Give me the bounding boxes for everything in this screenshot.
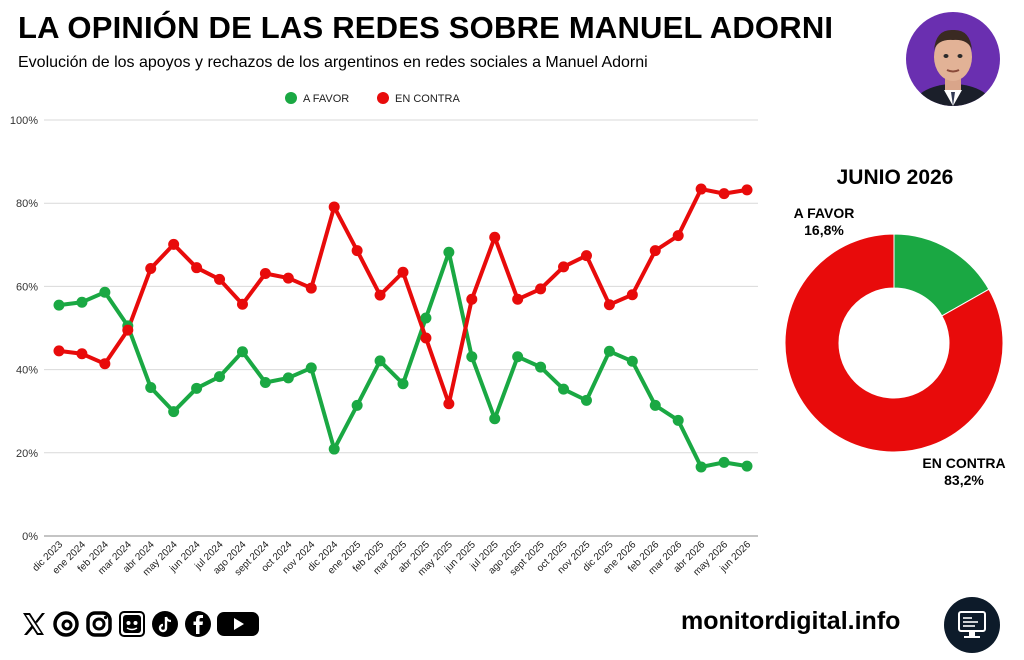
data-point xyxy=(626,355,638,367)
data-point xyxy=(603,345,615,357)
data-point xyxy=(374,355,386,367)
data-point xyxy=(328,443,340,455)
y-tick-label: 0% xyxy=(22,531,38,543)
data-point xyxy=(99,358,111,370)
data-point xyxy=(282,272,294,284)
data-point xyxy=(420,332,432,344)
data-point xyxy=(351,399,363,411)
data-point xyxy=(191,382,203,394)
data-point xyxy=(695,183,707,195)
y-tick-label: 40% xyxy=(16,365,38,377)
monitor-icon xyxy=(944,597,1000,653)
data-point xyxy=(672,414,684,426)
y-tick-label: 80% xyxy=(16,198,38,210)
legend-marker xyxy=(377,92,389,104)
donut-chart xyxy=(784,233,1004,453)
donut-slice xyxy=(784,233,1004,453)
bluesky-icon[interactable] xyxy=(117,609,146,638)
data-point xyxy=(168,238,180,250)
data-point xyxy=(741,460,753,472)
donut-label-contra-name: EN CONTRA xyxy=(922,455,1006,471)
y-tick-label: 100% xyxy=(10,115,38,127)
facebook-icon[interactable] xyxy=(183,609,212,638)
data-point xyxy=(99,286,111,298)
data-point xyxy=(53,299,65,311)
data-point xyxy=(466,293,478,305)
data-point xyxy=(236,346,248,358)
line-chart: 0%20%40%60%80%100% A FAVOR EN CONTRA dic … xyxy=(10,92,758,578)
data-point xyxy=(168,406,180,418)
data-point xyxy=(214,273,226,285)
data-point xyxy=(53,345,65,357)
data-point xyxy=(328,201,340,213)
data-point xyxy=(76,348,88,360)
data-point xyxy=(443,246,455,258)
data-point xyxy=(122,324,134,336)
series-line xyxy=(58,187,748,406)
donut-label-contra-value: 83,2% xyxy=(944,472,984,488)
data-point xyxy=(145,263,157,275)
data-point xyxy=(420,312,432,324)
donut-label-favor-value: 16,8% xyxy=(804,222,844,238)
data-point xyxy=(397,378,409,390)
legend-label: A FAVOR xyxy=(303,93,349,105)
data-point xyxy=(489,231,501,243)
data-point xyxy=(397,266,409,278)
data-point xyxy=(305,282,317,294)
data-point xyxy=(626,289,638,301)
data-point xyxy=(259,268,271,280)
y-tick-label: 20% xyxy=(16,448,38,460)
data-point xyxy=(718,456,730,468)
data-point xyxy=(741,184,753,196)
data-point xyxy=(512,293,524,305)
x-icon[interactable] xyxy=(18,609,47,638)
data-point xyxy=(259,376,271,388)
threads-icon[interactable] xyxy=(51,609,80,638)
data-point xyxy=(512,351,524,363)
donut-label-favor: A FAVOR 16,8% xyxy=(786,205,862,239)
data-point xyxy=(558,261,570,273)
data-point xyxy=(535,283,547,295)
data-point xyxy=(145,381,157,393)
data-point xyxy=(649,245,661,257)
legend-marker xyxy=(285,92,297,104)
data-point xyxy=(718,188,730,200)
data-point xyxy=(351,245,363,257)
page-title: LA OPINIÓN DE LAS REDES SOBRE MANUEL ADO… xyxy=(18,10,834,45)
data-point xyxy=(558,383,570,395)
data-point xyxy=(305,362,317,374)
data-point xyxy=(236,298,248,310)
instagram-icon[interactable] xyxy=(84,609,113,638)
data-point xyxy=(443,398,455,410)
social-icons xyxy=(18,609,260,638)
avatar xyxy=(906,12,1000,106)
youtube-icon[interactable] xyxy=(216,609,260,638)
data-point xyxy=(580,250,592,262)
data-point xyxy=(672,230,684,242)
data-point xyxy=(580,394,592,406)
data-point xyxy=(695,461,707,473)
data-point xyxy=(535,361,547,373)
data-point xyxy=(214,371,226,383)
y-tick-label: 60% xyxy=(16,281,38,293)
tiktok-icon[interactable] xyxy=(150,609,179,638)
data-point xyxy=(603,299,615,311)
site-url[interactable]: monitordigital.info xyxy=(681,607,901,635)
data-point xyxy=(76,296,88,308)
donut-title: JUNIO 2026 xyxy=(836,166,954,189)
page-subtitle: Evolución de los apoyos y rechazos de lo… xyxy=(18,54,648,71)
donut-label-favor-name: A FAVOR xyxy=(793,205,855,221)
data-point xyxy=(466,351,478,363)
data-point xyxy=(649,399,661,411)
data-point xyxy=(282,372,294,384)
data-point xyxy=(191,262,203,274)
data-point xyxy=(374,289,386,301)
series-line xyxy=(58,250,748,469)
legend-label: EN CONTRA xyxy=(395,93,460,105)
donut-label-contra: EN CONTRA 83,2% xyxy=(920,455,1008,489)
data-point xyxy=(489,413,501,425)
